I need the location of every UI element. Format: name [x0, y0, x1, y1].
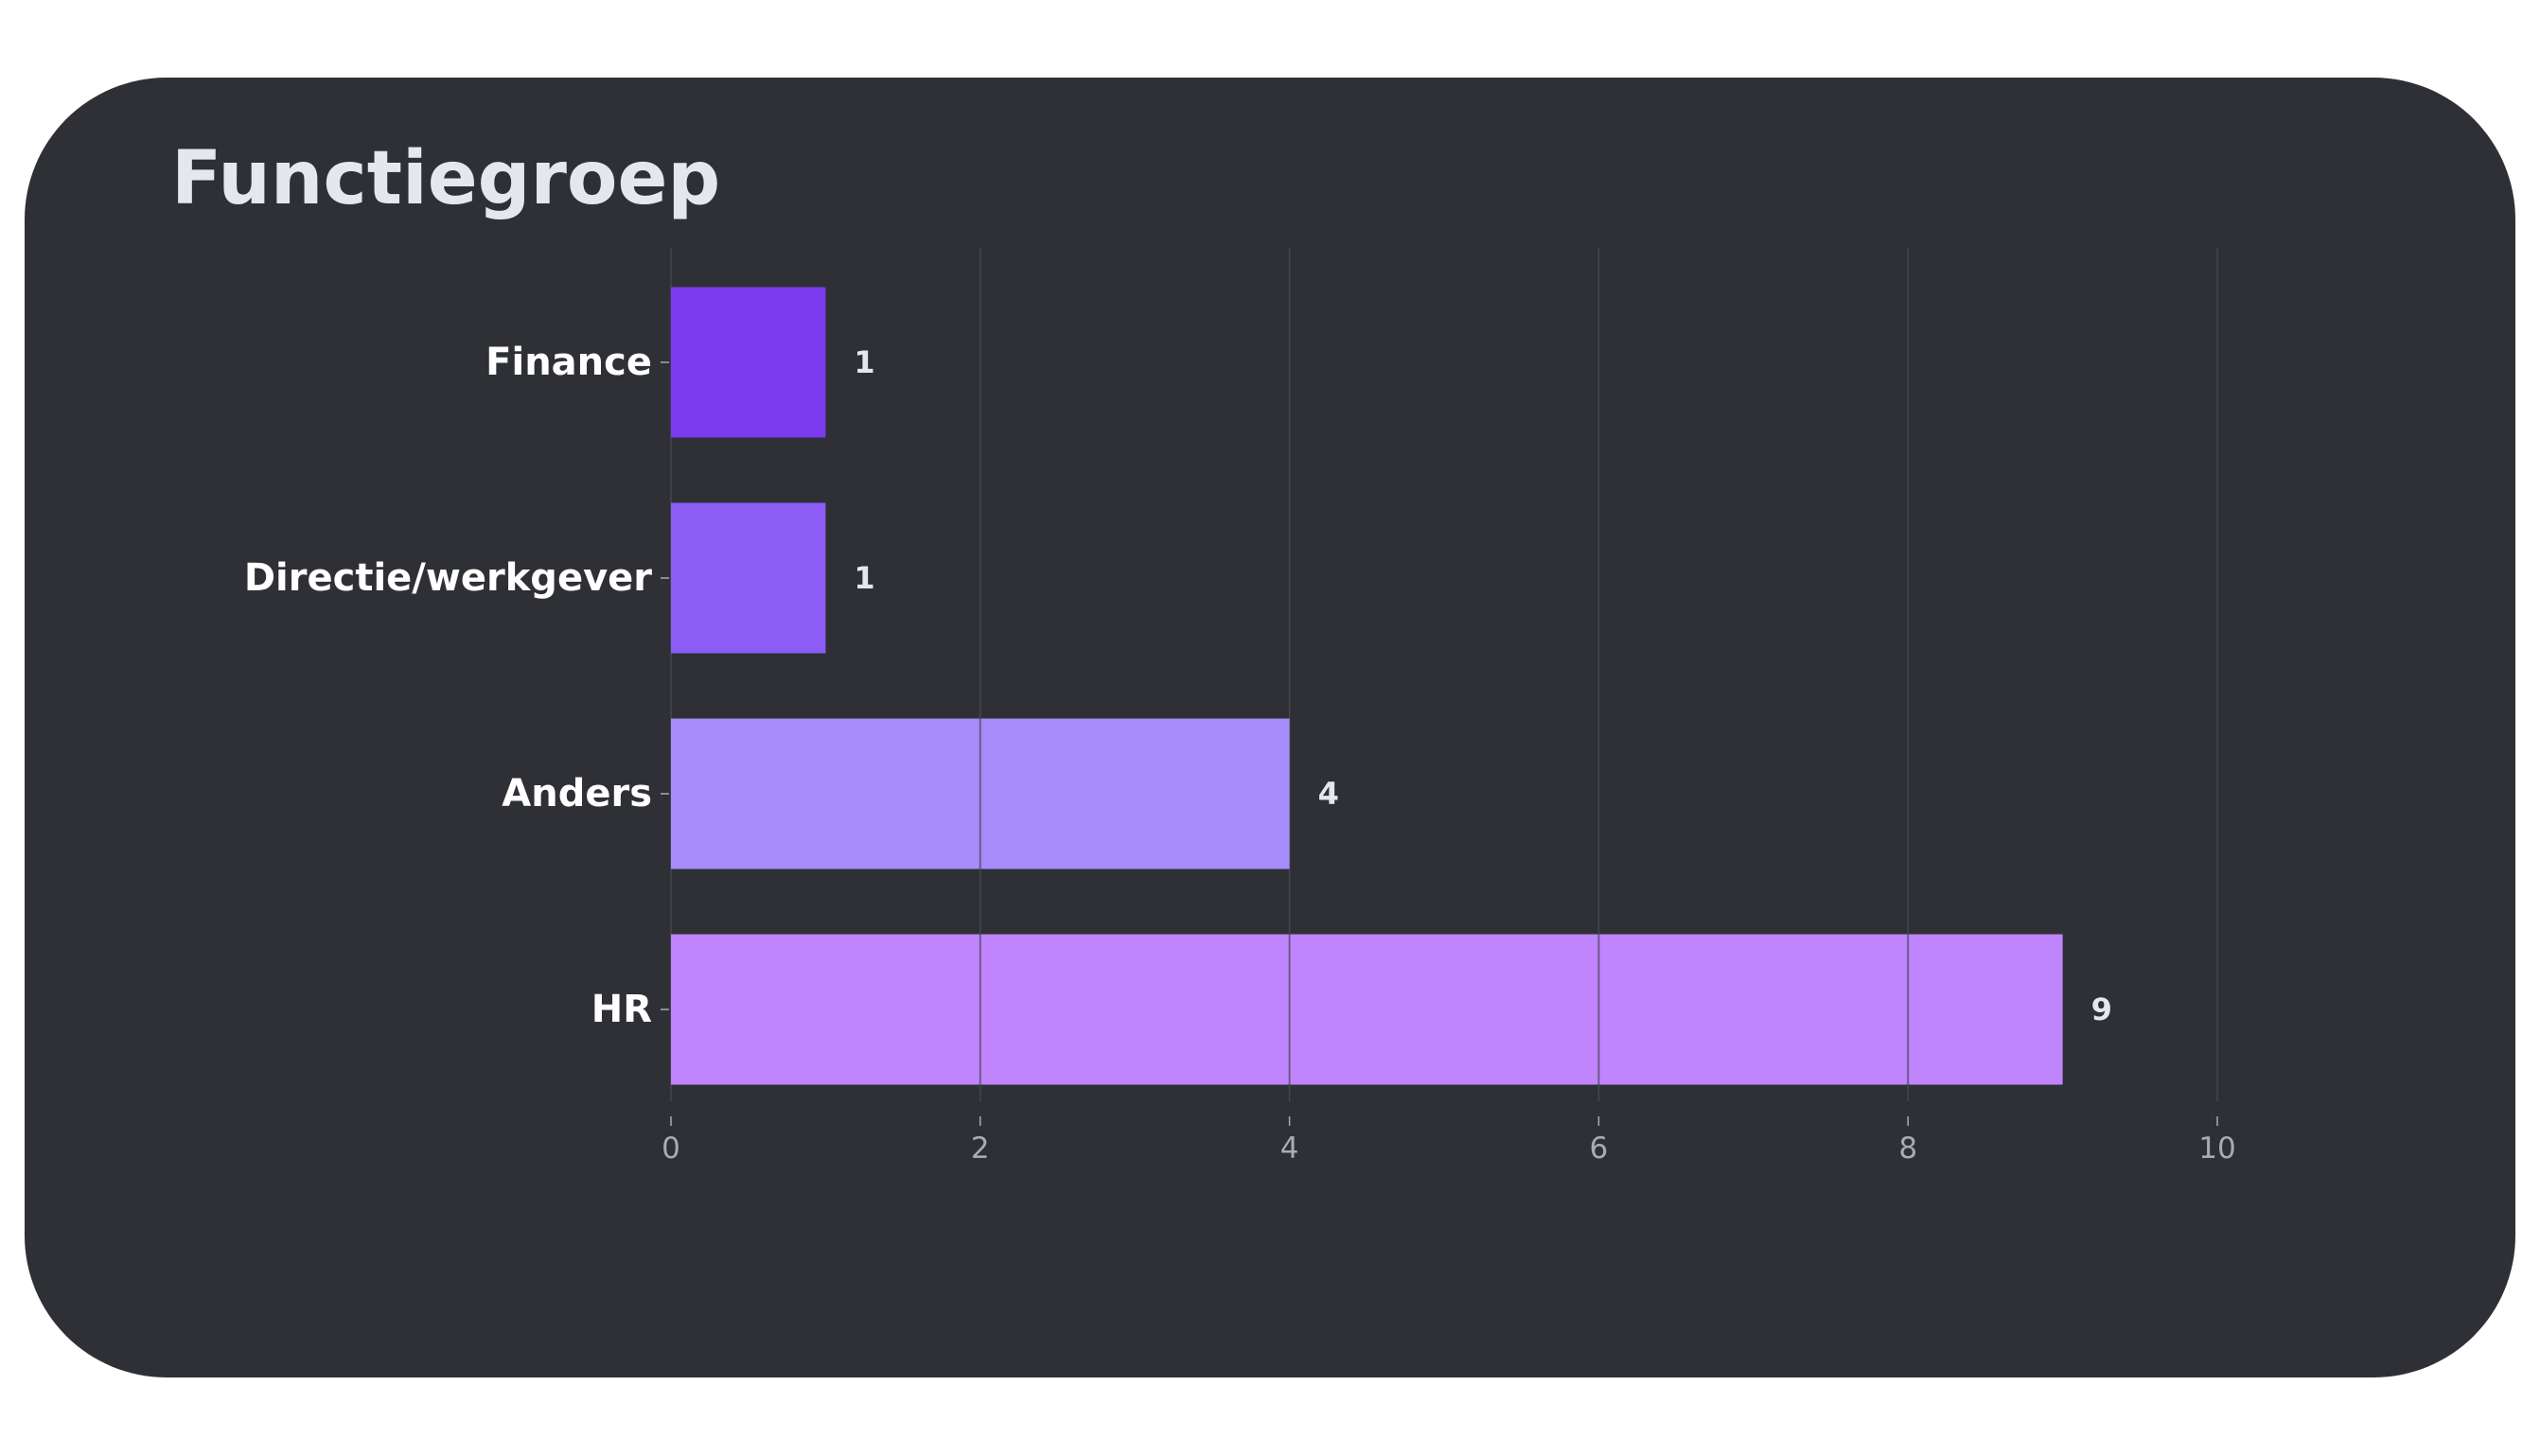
chart-card: Functiegroep 0 2 4 6 8 10 Finance 1 Directie/wer… — [25, 78, 2515, 1377]
category-label: Anders — [502, 772, 652, 816]
category-label: HR — [591, 988, 652, 1031]
x-tick-label: 0 — [661, 1131, 680, 1166]
value-label: 1 — [854, 560, 874, 596]
bar — [671, 287, 826, 438]
bar — [671, 934, 2063, 1085]
value-label: 1 — [854, 344, 874, 380]
x-tick-label: 6 — [1590, 1131, 1609, 1166]
x-tick-label: 2 — [971, 1131, 990, 1166]
category-label: Finance — [485, 341, 652, 384]
value-label: 4 — [1318, 776, 1339, 812]
value-label: 9 — [2091, 991, 2112, 1027]
x-tick-label: 10 — [2198, 1131, 2235, 1166]
x-tick-label: 4 — [1280, 1131, 1299, 1166]
chart-title: Functiegroep — [171, 136, 721, 221]
bar-chart: 0 2 4 6 8 10 Finance 1 Directie/werkgever 1 Anders… — [244, 248, 2236, 1166]
x-tick-label: 8 — [1898, 1131, 1917, 1166]
bar — [671, 502, 826, 654]
category-label: Directie/werkgever — [244, 556, 652, 600]
